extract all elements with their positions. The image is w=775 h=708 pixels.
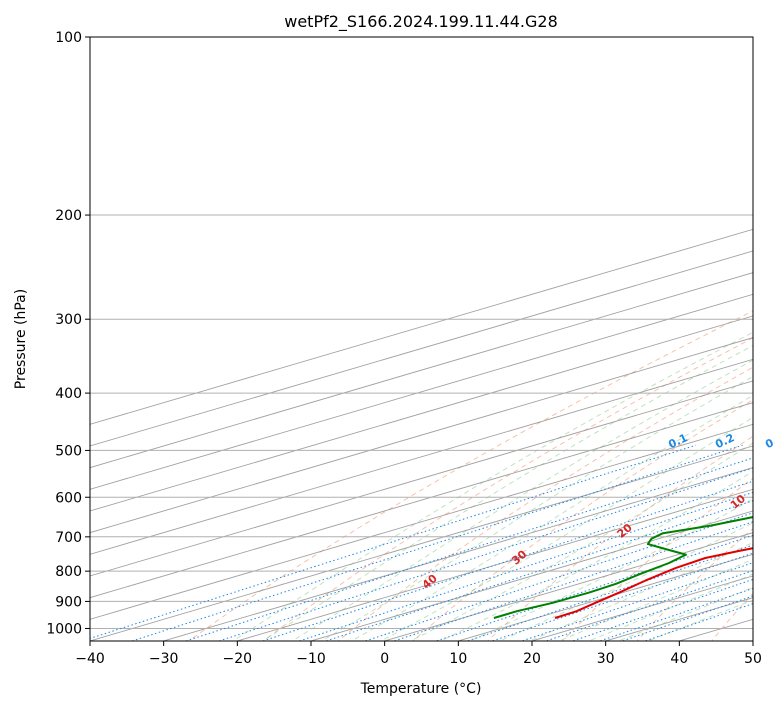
isopleth-labels: 0.10.20.40.611.52346810131620253036-100-… [420,431,775,592]
dry-adiabat [711,592,753,641]
plot-frame [89,36,754,642]
isotherm-line [530,575,753,641]
moist-adiabat [380,416,753,641]
dry-adiabat [262,337,753,641]
mixing-ratio-label: 0.1 [666,431,689,451]
moist-adiabat [232,331,753,641]
isotherm-line [90,445,753,641]
isotherm-line [235,488,753,641]
isotherm-line [90,293,753,490]
dry-adiabat [636,528,753,641]
x-tick-label: −40 [75,651,105,667]
mixing-ratio-line [297,491,753,641]
mixing-ratio-line [363,512,753,641]
mixing-ratio-label: 0.2 [713,431,736,451]
dry-adiabat [561,477,753,641]
mixing-ratio-line [392,521,753,641]
y-tick-label: 600 [55,490,82,506]
chart-title: wetPf2_S166.2024.199.11.44.G28 [284,12,558,32]
moist-adiabat [291,359,753,641]
isotherm-line [90,358,753,555]
x-tick-label: −20 [223,651,253,667]
isotherm-line [382,532,753,641]
y-tick-label: 800 [55,564,82,580]
x-tick-label: −30 [149,651,179,667]
isotherm-line [90,272,753,469]
y-tick-label: 500 [55,443,82,459]
dry-adiabat [337,366,753,641]
x-tick-label: 20 [523,651,541,667]
temperature-line [554,547,753,619]
y-tick-label: 700 [55,530,82,546]
mixing-ratio-line [184,457,753,641]
mixing-ratio-line [465,544,753,641]
mixing-ratio-line [217,467,753,641]
y-tick-label: 200 [55,208,82,224]
x-axis-label: Temperature (°C) [360,681,482,697]
isotherm-line [677,618,753,641]
mixing-ratio-line [324,500,753,641]
moist-adiabat [261,344,753,641]
background-lines [90,37,753,641]
isotherm-line [309,510,753,641]
y-tick-label: 400 [55,386,82,402]
x-axis: −40 −30 −20 −10 0 10 20 30 40 50 [75,641,762,667]
isotherm-line [90,402,753,599]
mixing-ratio-label: 0.4 [763,431,775,451]
isotherm-line [90,423,753,620]
moist-adiabat [587,573,753,641]
mixing-ratio-line [520,562,753,641]
y-axis-label: Pressure (hPa) [13,289,29,389]
y-tick-label: 900 [55,594,82,610]
isotherm-line [90,380,753,577]
x-tick-label: 40 [670,651,688,667]
mixing-ratio-line [90,444,696,639]
dry-adiabat [486,435,753,641]
mixing-ratio-line [571,578,753,641]
moist-adiabat [409,442,753,641]
moist-adiabat [617,587,753,641]
moist-adiabat [439,470,753,641]
dewpoint-line [493,516,753,619]
moist-adiabat [320,375,753,641]
dry-adiabat-label: 30 [509,547,529,567]
y-tick-label: 1000 [46,621,82,637]
x-tick-label: 10 [449,651,467,667]
isotherm-line [90,250,753,447]
dry-adiabat-label: 20 [615,521,635,541]
series-layer [493,516,753,619]
mixing-ratio-line [490,552,753,641]
mixing-ratio-line [261,480,753,641]
y-axis: 1000 900 800 700 600 500 400 300 200 100 [46,30,90,637]
plot-area [90,37,753,641]
moist-adiabat [350,394,753,641]
mixing-ratio-line [544,570,753,641]
x-tick-label: 0 [380,651,389,667]
x-tick-label: 30 [597,651,615,667]
moist-adiabat [646,599,753,641]
x-tick-label: 50 [744,651,762,667]
isotherm-line [90,228,753,425]
isotherm-line [90,315,753,512]
y-tick-label: 300 [55,312,82,328]
moist-adiabat [528,542,753,641]
x-tick-label: −10 [296,651,326,667]
y-tick-label: 100 [55,30,82,46]
isotherm-line [161,467,753,641]
isotherm-line [90,337,753,534]
moist-adiabat [468,498,753,641]
